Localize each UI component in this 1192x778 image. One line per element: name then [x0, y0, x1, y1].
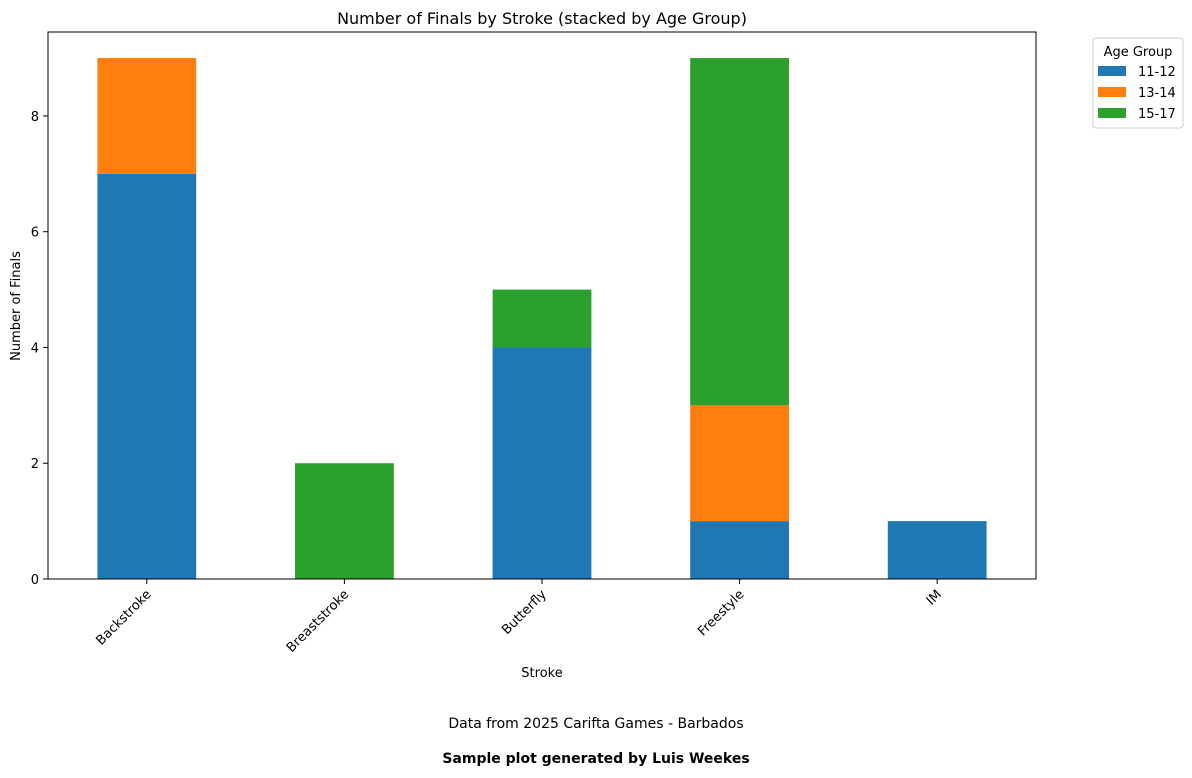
legend-label-11-12: 11-12 — [1138, 65, 1176, 80]
x-tick-label: Backstroke — [93, 587, 154, 648]
legend: Age Group 11-12 13-14 15-17 — [1092, 37, 1184, 129]
x-tick-label: Breaststroke — [284, 587, 352, 655]
chart-title: Number of Finals by Stroke (stacked by A… — [337, 9, 747, 28]
bar-group — [97, 58, 987, 579]
legend-title: Age Group — [1104, 45, 1173, 60]
bar-freestyle-11-12 — [690, 521, 789, 579]
y-tick-label: 6 — [31, 226, 39, 241]
bar-freestyle-15-17 — [690, 58, 789, 406]
y-tick-label: 0 — [31, 573, 39, 588]
legend-swatch-11-12 — [1098, 66, 1126, 76]
x-axis-label: Stroke — [521, 666, 562, 681]
legend-swatch-13-14 — [1098, 87, 1126, 97]
x-tick-label: IM — [924, 587, 945, 608]
author-credit-caption: Sample plot generated by Luis Weekes — [442, 751, 750, 767]
legend-swatch-15-17 — [1098, 108, 1126, 118]
bar-breaststroke-15-17 — [295, 463, 394, 579]
x-tick-label: Butterfly — [499, 587, 550, 638]
legend-box — [1092, 37, 1184, 129]
bar-im-11-12 — [887, 521, 987, 579]
bar-freestyle-13-14 — [690, 405, 789, 522]
bar-backstroke-11-12 — [97, 173, 197, 579]
y-tick-label: 2 — [31, 457, 39, 472]
bar-butterfly-15-17 — [492, 289, 592, 348]
x-axis-ticks: Backstroke Breaststroke Butterfly Freestyle… — [93, 579, 945, 656]
bar-butterfly-11-12 — [492, 347, 592, 579]
legend-label-13-14: 13-14 — [1138, 86, 1176, 101]
y-axis-ticks: 0 2 4 6 8 — [31, 110, 48, 588]
bar-backstroke-13-14 — [97, 58, 197, 174]
y-tick-label: 4 — [31, 341, 39, 356]
y-axis-label: Number of Finals — [9, 251, 24, 361]
x-tick-label: Freestyle — [695, 587, 747, 639]
data-source-caption: Data from 2025 Carifta Games - Barbados — [448, 716, 744, 732]
plot-frame — [47, 31, 1037, 580]
legend-label-15-17: 15-17 — [1138, 107, 1176, 122]
y-tick-label: 8 — [31, 110, 39, 125]
